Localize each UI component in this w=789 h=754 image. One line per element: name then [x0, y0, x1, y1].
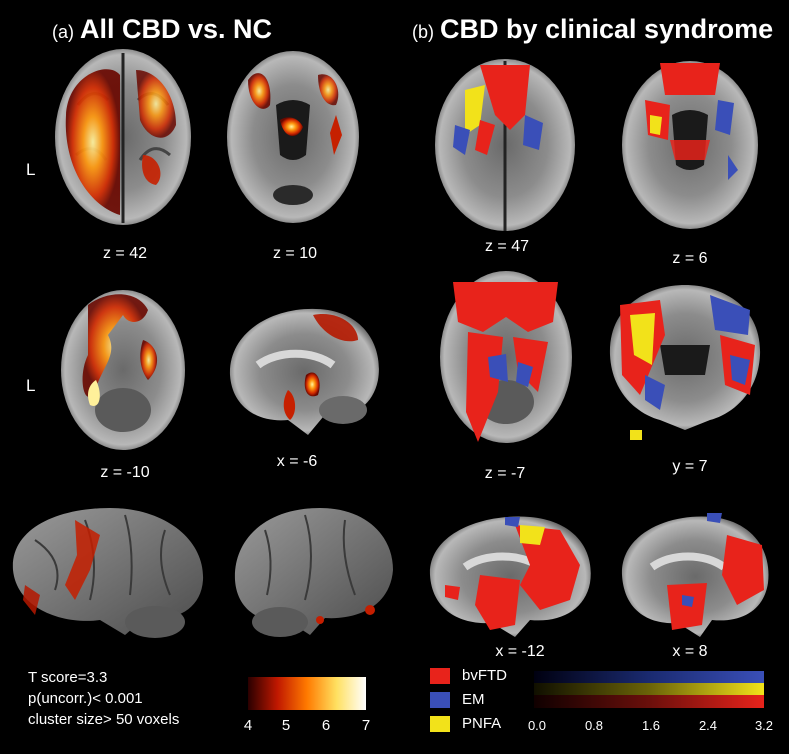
left-hemisphere-label: L [26, 376, 36, 395]
brain-axial-slice [435, 59, 575, 231]
brain-axial-slice [61, 290, 185, 450]
brain-axial-slice [440, 271, 572, 443]
panel-b-title: (b) CBD by clinical syndrome [412, 14, 773, 45]
slice-coordinate-label: z = -7 [484, 465, 526, 482]
brain-sagittal-slice [429, 516, 591, 637]
colorbar-b-ticks: 0.0 0.8 1.6 2.4 3.2 [520, 718, 780, 738]
colorbar-tick: 4 [243, 717, 253, 734]
p-value-text: p(uncorr.)< 0.001 [28, 690, 143, 707]
legend-label-pnfa: PNFA [462, 715, 502, 732]
slice-coordinate-label: z = 42 [102, 245, 148, 262]
slice-coordinate-label: x = -12 [495, 643, 545, 660]
panel-a-letter: (a) [52, 22, 74, 42]
colorbar-pnfa [534, 683, 764, 695]
brain-axial-slice [55, 49, 191, 225]
colorbar-tick: 7 [361, 717, 371, 734]
brain-axial-slice [227, 51, 359, 223]
colorbar-bvftd [534, 695, 764, 708]
cluster-size-text: cluster size> 50 voxels [28, 711, 180, 728]
colorbar-a-ticks: 4 5 6 7 [233, 717, 383, 737]
stats-block: T score=3.3 p(uncorr.)< 0.001 cluster si… [28, 667, 179, 730]
brain-sagittal-slice [621, 513, 769, 637]
slice-coordinate-label: z = -10 [100, 464, 150, 481]
colorbar-tick: 2.4 [698, 718, 718, 733]
panel-b-letter: (b) [412, 22, 434, 42]
colorbar-tick: 0.0 [527, 718, 547, 733]
colorbar-tick: 5 [281, 717, 291, 734]
slice-coordinate-label: z = 6 [672, 250, 708, 267]
colorbar-tick: 1.6 [641, 718, 661, 733]
colorbar-t-score [248, 677, 366, 710]
panel-b-heading: CBD by clinical syndrome [440, 14, 774, 44]
slice-coordinate-label: x = -6 [276, 453, 318, 470]
brain-coronal-slice [609, 285, 761, 440]
colorbar-tick: 0.8 [584, 718, 604, 733]
legend-label-bvftd: bvFTD [462, 667, 507, 684]
syndrome-legend: bvFTD EM PNFA [430, 667, 530, 747]
slice-coordinate-label: z = 47 [484, 238, 530, 255]
colorbar-tick: 3.2 [754, 718, 774, 733]
brain-lateral-view [12, 508, 204, 638]
t-score-text: T score=3.3 [28, 669, 108, 686]
legend-label-em: EM [462, 691, 485, 708]
colorbar-tick: 6 [321, 717, 331, 734]
panel-a-title: (a) All CBD vs. NC [52, 14, 272, 45]
brain-sagittal-slice [229, 308, 379, 435]
legend-swatch-em [430, 692, 450, 708]
panel-a-heading: All CBD vs. NC [80, 14, 273, 44]
brain-axial-slice [622, 61, 758, 229]
legend-swatch-bvftd [430, 668, 450, 684]
legend-swatch-pnfa [430, 716, 450, 732]
slice-coordinate-label: y = 7 [672, 458, 708, 475]
colorbar-em [534, 671, 764, 683]
slice-coordinate-label: z = 10 [272, 245, 318, 262]
slice-coordinate-label: x = 8 [672, 643, 708, 660]
left-hemisphere-label: L [26, 160, 36, 179]
brain-lateral-view [234, 508, 393, 637]
colorbar-overlap [534, 671, 764, 708]
